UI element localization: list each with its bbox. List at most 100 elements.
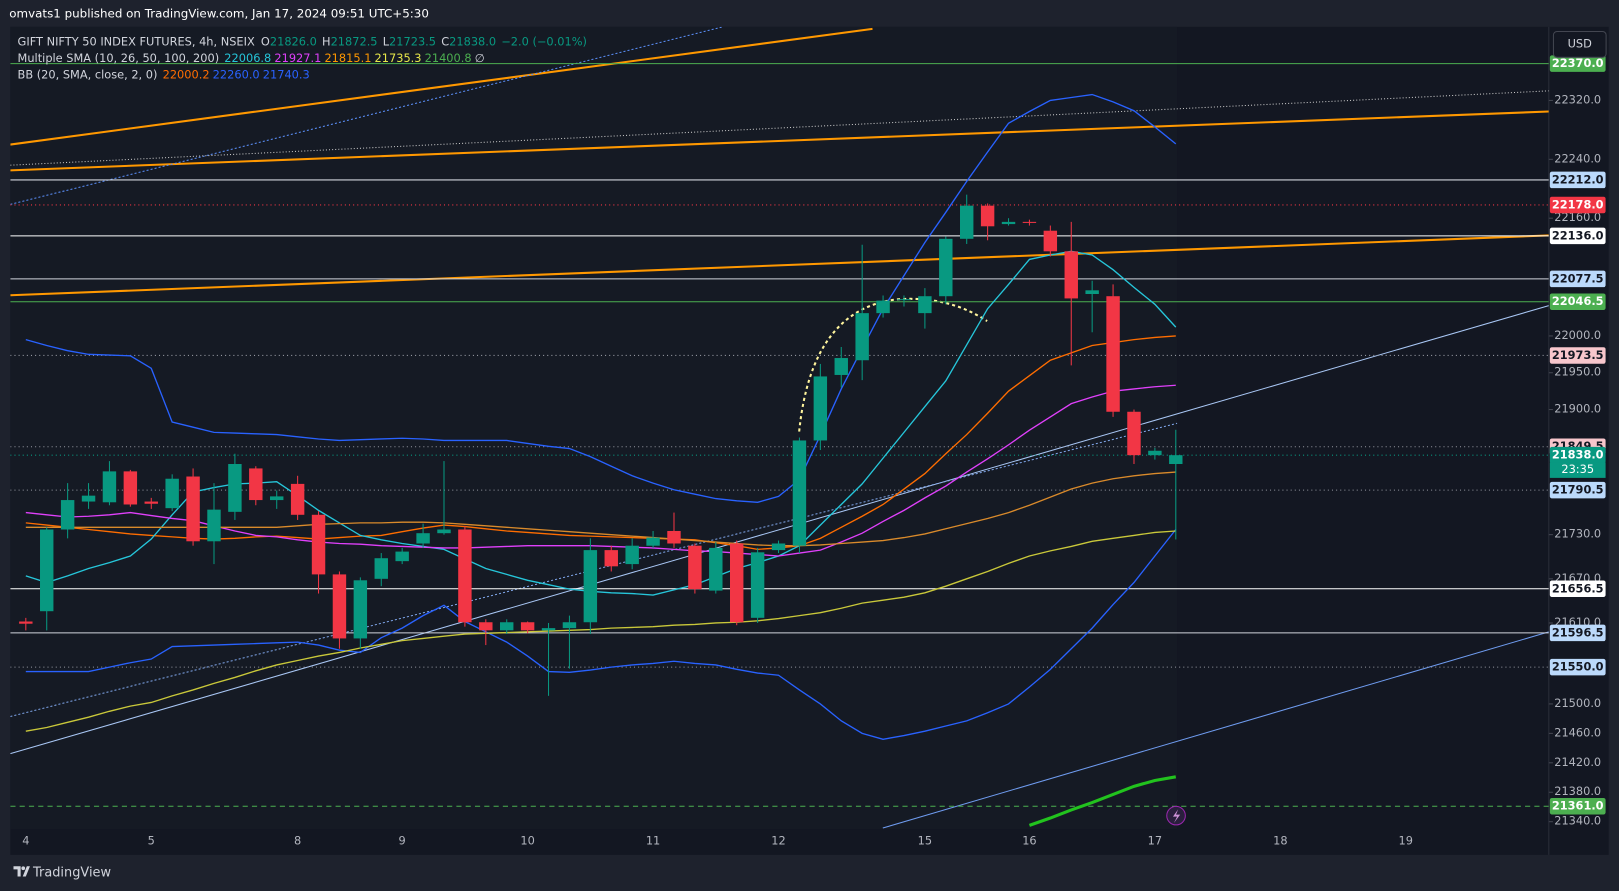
candle-body — [228, 464, 242, 512]
candle-body — [646, 537, 660, 546]
y-tick-label: 21500.0 — [1554, 696, 1601, 710]
candle-body — [123, 471, 138, 505]
candle-body — [353, 580, 368, 639]
price-label: 22136.0 — [1552, 228, 1604, 242]
candle-body — [1064, 251, 1078, 299]
indicator-value: 21740.3 — [262, 68, 310, 82]
change: −2.0 (−0.01%) — [501, 35, 587, 49]
candle-body — [19, 621, 33, 624]
x-tick-label: 12 — [771, 833, 785, 847]
x-tick-label: 18 — [1273, 833, 1287, 847]
brand-logo — [13, 866, 30, 877]
indicator-line — [25, 530, 1176, 732]
x-tick-label: 5 — [148, 833, 155, 847]
x-tick-label: 4 — [22, 833, 29, 847]
trend-line — [10, 305, 1549, 755]
candle-body — [1127, 411, 1141, 456]
price-label: 21361.0 — [1552, 799, 1604, 813]
price-label: 21656.5 — [1552, 581, 1604, 595]
x-tick-label: 17 — [1148, 833, 1162, 847]
candle-body — [290, 483, 305, 515]
countdown: 23:35 — [1561, 462, 1594, 476]
price-label: 21596.5 — [1552, 625, 1604, 639]
indicator-value: 22260.0 — [212, 68, 260, 82]
price-label-box — [1549, 658, 1606, 676]
candle-body — [1022, 221, 1037, 223]
x-tick-label: 16 — [1022, 833, 1036, 847]
candle-body — [688, 545, 702, 590]
y-tick-label: 21460.0 — [1554, 725, 1601, 739]
y-tick-label: 22320.0 — [1554, 92, 1601, 106]
y-tick-label: 21420.0 — [1554, 755, 1601, 769]
x-tick-label: 19 — [1399, 833, 1413, 847]
candle-body — [959, 205, 974, 239]
candle-body — [792, 440, 807, 546]
ohlc-key: L — [382, 35, 390, 49]
candle-body — [395, 551, 409, 562]
legend: GIFT NIFTY 50 INDEX FUTURES, 4h, NSEIX O2… — [18, 34, 587, 84]
candle-body — [1106, 296, 1120, 412]
candle-body — [583, 550, 598, 623]
ohlc-value: 21826.0 — [269, 35, 317, 49]
price-label: 21550.0 — [1552, 660, 1604, 674]
candle-body — [500, 622, 514, 631]
indicator-value: 22006.8 — [224, 51, 272, 66]
indicator-value: 21927.1 — [274, 51, 322, 66]
trend-line — [10, 27, 873, 146]
candle-body — [855, 313, 869, 361]
candle-body — [1085, 290, 1099, 295]
price-label: 22212.0 — [1552, 172, 1604, 186]
candle-body — [709, 547, 723, 591]
x-tick-label: 8 — [294, 833, 301, 847]
candle-body — [834, 358, 848, 375]
price-label-box — [1549, 270, 1606, 288]
indicator-line — [25, 250, 1177, 596]
candle-body — [207, 509, 221, 542]
indicator-suffix: ∅ — [474, 51, 485, 66]
y-axis: 22320.0 22240.0 22160.0 22000.0 21950.0 21900… — [1548, 92, 1601, 828]
y-tick-label: 21340.0 — [1554, 814, 1601, 828]
y-tick-label: 21730.0 — [1554, 527, 1601, 541]
candle-body — [541, 628, 556, 631]
x-tick-label: 9 — [399, 833, 406, 847]
price-label: 22370.0 — [1552, 56, 1604, 70]
alert-icon-bolt — [1172, 809, 1181, 823]
x-tick-label: 10 — [520, 833, 534, 847]
candle-body — [249, 468, 263, 501]
price-label: 22077.5 — [1552, 271, 1604, 285]
price-label: 21790.5 — [1552, 483, 1604, 497]
candle-body — [750, 552, 765, 618]
price-label: 21973.5 — [1552, 348, 1604, 362]
y-tick-label: 21380.0 — [1554, 784, 1601, 798]
candle-body — [939, 238, 953, 297]
price-label: 21838.0 — [1552, 448, 1604, 462]
ohlc-key: H — [322, 35, 331, 49]
brand-name: TradingView — [33, 864, 112, 880]
price-label: 22178.0 — [1552, 197, 1604, 211]
y-tick-label: 22000.0 — [1554, 328, 1601, 342]
candle-body — [270, 496, 284, 501]
trend-line — [10, 110, 1549, 172]
indicator-line — [1028, 775, 1177, 827]
price-label: 22046.5 — [1552, 294, 1604, 308]
y-tick-label: 21900.0 — [1554, 402, 1601, 416]
candle-body — [144, 501, 158, 504]
price-label-box — [1549, 293, 1606, 310]
legend-row: GIFT NIFTY 50 INDEX FUTURES, 4h, NSEIX O2… — [18, 34, 587, 51]
candle-body — [332, 574, 347, 639]
candles — [19, 194, 1183, 696]
price-label-box — [1549, 227, 1606, 245]
indicator-value: 21400.8 — [424, 51, 472, 66]
candle-body — [980, 205, 995, 227]
candle-body — [813, 376, 828, 441]
trend-line — [10, 26, 723, 205]
candle-body — [60, 500, 75, 530]
indicator-value: 21735.3 — [374, 51, 422, 66]
currency-button[interactable]: USD — [1552, 30, 1607, 58]
candle-body — [1001, 221, 1016, 225]
candle-body — [374, 558, 388, 579]
y-tick-label: 22240.0 — [1554, 151, 1601, 165]
indicator-name: Multiple SMA (10, 26, 50, 100, 200) — [17, 51, 220, 66]
price-label-box — [1549, 347, 1606, 364]
